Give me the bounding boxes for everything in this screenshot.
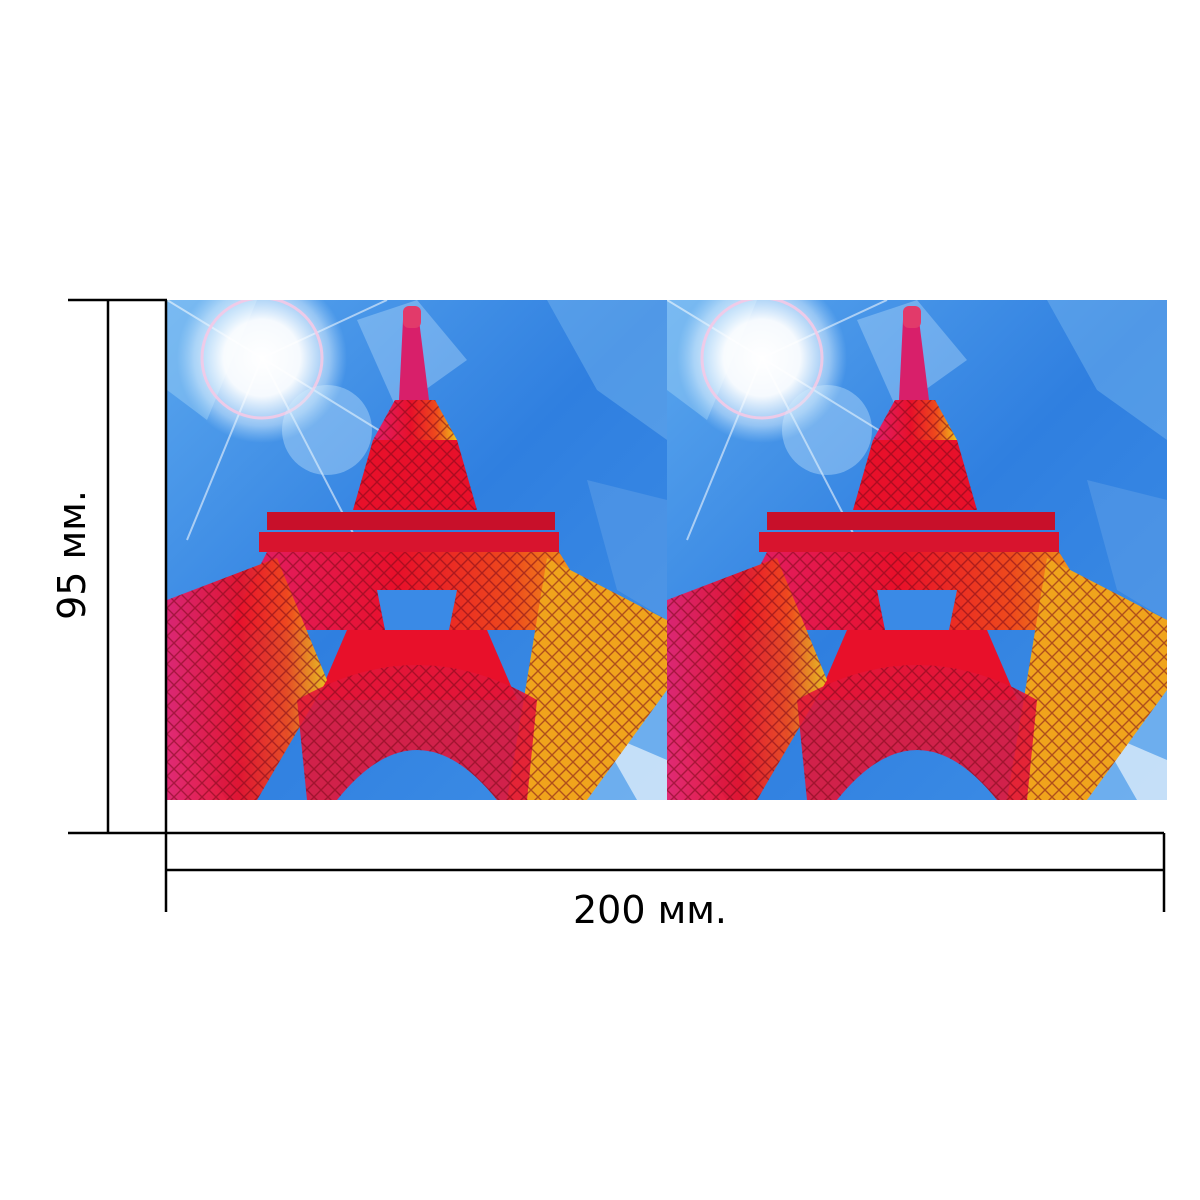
width-dimension-lines (164, 831, 1166, 912)
eiffel-tower-panel-left (167, 273, 667, 800)
eiffel-tower-panel-right (667, 273, 1167, 800)
height-label: 95 мм. (50, 490, 94, 620)
width-label: 200 мм. (572, 888, 728, 932)
height-dimension-lines (68, 298, 168, 835)
height-label-wrapper: 95 мм. (42, 405, 102, 705)
